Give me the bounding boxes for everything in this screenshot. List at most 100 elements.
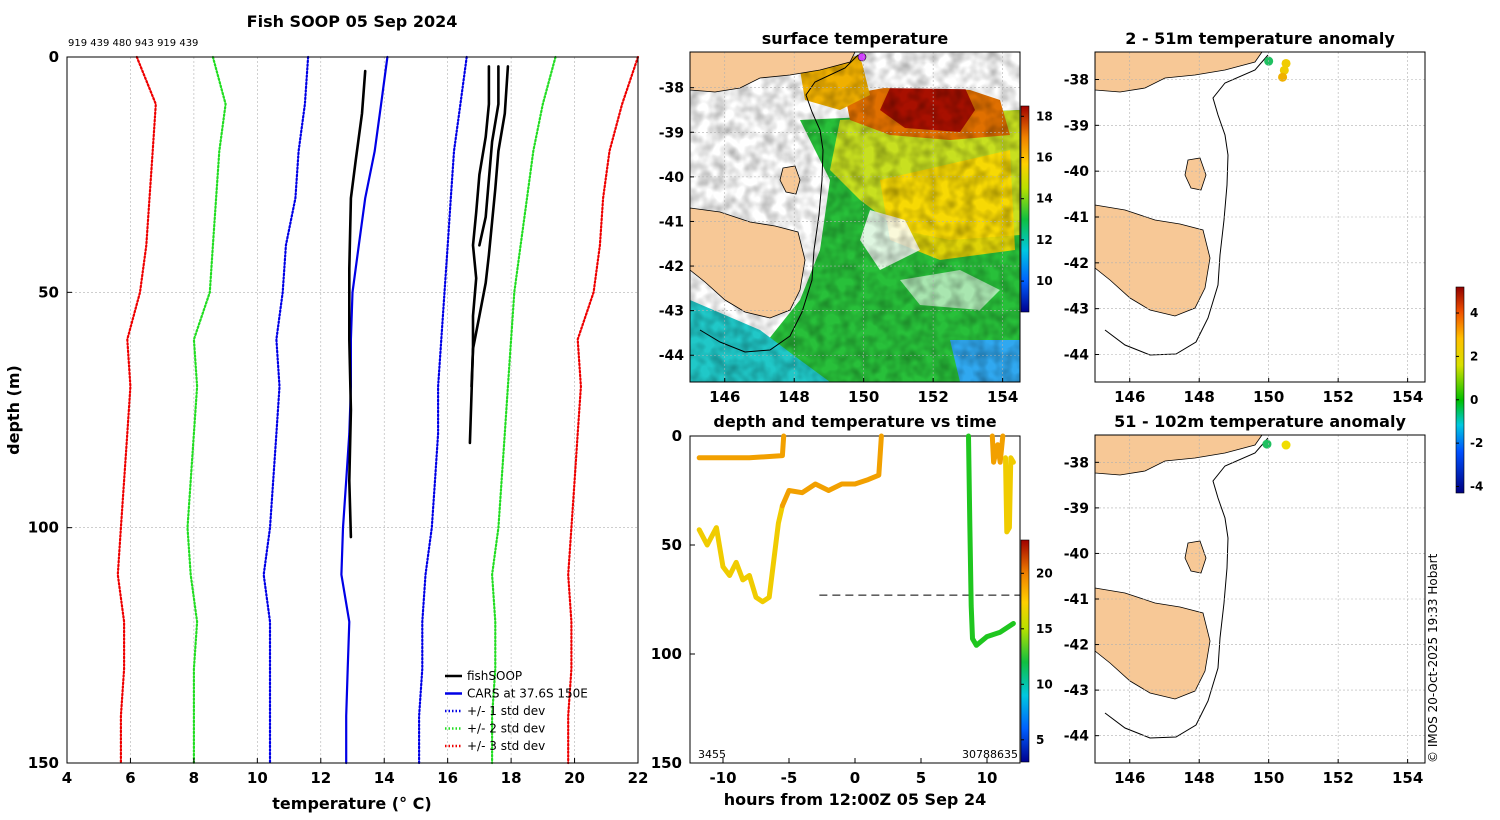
anomaly-upper-y-tick-label: -38 bbox=[1064, 73, 1089, 89]
anomaly-upper-x-tick-label: 154 bbox=[1392, 388, 1423, 406]
sst-y-ticks: -38 -39 -40 -41 -42 -43 -44 bbox=[659, 81, 694, 364]
anomaly-upper-point bbox=[1278, 72, 1288, 82]
sst-colorbar bbox=[1020, 105, 1030, 313]
profile-x-tick-label: 14 bbox=[374, 769, 395, 787]
profile-axes-box bbox=[66, 56, 639, 764]
anomaly-lower-grid bbox=[1095, 435, 1425, 763]
depth-time-x-tick-label: -10 bbox=[709, 769, 736, 787]
depth-time-colorbar-tick-label: 10 bbox=[1036, 677, 1053, 691]
depth-time-series-line bbox=[696, 433, 787, 461]
sst-y-tick-label: -43 bbox=[659, 304, 684, 320]
depth-time-y-tick-label: 0 bbox=[672, 427, 682, 445]
profile-y-ticks: 0 50 100 150 bbox=[28, 48, 72, 772]
anomaly-colorbar bbox=[1455, 286, 1465, 494]
sst-y-tick-label: -44 bbox=[659, 348, 685, 364]
anomaly-upper-point bbox=[1281, 58, 1291, 68]
anomaly-upper-y-tick-label: -42 bbox=[1064, 256, 1089, 272]
depth-time-series-line bbox=[696, 503, 785, 605]
profile-x-tick-label: 20 bbox=[564, 769, 585, 787]
anomaly-lower-panel: 51 - 102m temperature anomaly 146 148 150 1… bbox=[1064, 412, 1426, 787]
profile-series-line bbox=[478, 65, 500, 247]
anomaly-colorbar-ticks: 4 2 0 -2 -4 bbox=[1456, 306, 1483, 493]
depth-time-x-tick-label: 10 bbox=[977, 769, 998, 787]
anomaly-upper-y-tick-label: -41 bbox=[1064, 210, 1089, 226]
profile-series-line bbox=[468, 65, 510, 445]
sst-x-tick-label: 146 bbox=[709, 388, 740, 406]
depth-time-colorbar-tick-label: 15 bbox=[1036, 622, 1053, 636]
depth-time-colorbar-tick-label: 20 bbox=[1036, 566, 1053, 580]
profile-panel: Fish SOOP 05 Sep 2024 919 439 480 943 91… bbox=[4, 12, 648, 813]
profile-x-tick-label: 10 bbox=[247, 769, 268, 787]
anomaly-colorbar-tick-label: -4 bbox=[1470, 479, 1483, 493]
anomaly-upper-point bbox=[1279, 65, 1289, 75]
profile-series-line bbox=[186, 55, 227, 765]
profile-series-line bbox=[116, 55, 157, 765]
depth-time-title: depth and temperature vs time bbox=[713, 412, 996, 431]
anomaly-colorbar-tick-label: -2 bbox=[1470, 436, 1483, 450]
profile-subtitle: 919 439 480 943 919 439 bbox=[68, 38, 198, 49]
sst-axes-box bbox=[689, 51, 1021, 383]
profile-x-tick-label: 8 bbox=[189, 769, 199, 787]
legend-label: +/- 2 std dev bbox=[467, 722, 545, 736]
sst-colorbar-ticks: 10 12 14 16 18 bbox=[1021, 109, 1053, 288]
profile-x-tick-label: 18 bbox=[501, 769, 522, 787]
sst-colorbar-tick-label: 16 bbox=[1036, 151, 1053, 165]
sst-land bbox=[690, 52, 856, 319]
sst-colorbar-tick-label: 14 bbox=[1036, 192, 1053, 206]
profile-x-tick-label: 12 bbox=[310, 769, 331, 787]
sst-grid bbox=[690, 52, 1020, 382]
profile-y-tick-label: 100 bbox=[28, 519, 59, 537]
depth-time-series bbox=[696, 433, 1020, 648]
anomaly-lower-x-tick-label: 148 bbox=[1184, 769, 1215, 787]
anomaly-upper-y-tick-label: -40 bbox=[1064, 164, 1090, 180]
sst-x-ticks: 146 148 150 152 154 bbox=[709, 378, 1018, 406]
depth-time-corner-left: 3455 bbox=[698, 748, 726, 761]
sst-y-tick-label: -41 bbox=[659, 214, 684, 230]
depth-time-x-label: hours from 12:00Z 05 Sep 24 bbox=[724, 790, 986, 809]
anomaly-upper-x-tick-label: 148 bbox=[1184, 388, 1215, 406]
depth-time-y-ticks: 0 50 100 150 bbox=[651, 427, 695, 772]
anomaly-lower-points bbox=[1262, 439, 1291, 450]
profile-x-label: temperature (° C) bbox=[272, 794, 431, 813]
profile-x-tick-label: 16 bbox=[437, 769, 458, 787]
profile-x-ticks: 4 6 8 10 12 14 16 18 20 22 bbox=[62, 758, 649, 787]
anomaly-lower-x-tick-label: 152 bbox=[1323, 769, 1354, 787]
legend-label: CARS at 37.6S 150E bbox=[467, 687, 588, 701]
sst-colorbar-tick-label: 18 bbox=[1036, 109, 1053, 123]
anomaly-lower-y-tick-label: -39 bbox=[1064, 501, 1089, 517]
anomaly-colorbar-tick-label: 0 bbox=[1470, 393, 1478, 407]
anomaly-colorbar-tick-label: 4 bbox=[1470, 306, 1478, 320]
sst-y-tick-label: -40 bbox=[659, 170, 685, 186]
anomaly-upper-x-ticks: 146 148 150 152 154 bbox=[1114, 378, 1423, 406]
profile-y-tick-label: 50 bbox=[38, 283, 59, 301]
sst-title: surface temperature bbox=[762, 29, 949, 48]
sst-colorbar-tick-label: 10 bbox=[1036, 274, 1053, 288]
anomaly-lower-point bbox=[1281, 440, 1291, 450]
anomaly-lower-map bbox=[1095, 435, 1425, 763]
depth-time-series-line bbox=[966, 433, 1016, 648]
depth-time-colorbar bbox=[1020, 539, 1030, 763]
anomaly-upper-x-tick-label: 150 bbox=[1253, 388, 1284, 406]
anomaly-upper-y-tick-label: -44 bbox=[1064, 348, 1090, 364]
anomaly-lower-y-tick-label: -40 bbox=[1064, 546, 1090, 562]
anomaly-upper-title: 2 - 51m temperature anomaly bbox=[1125, 29, 1395, 48]
profile-series-line bbox=[262, 55, 310, 765]
sst-y-tick-label: -38 bbox=[659, 81, 684, 97]
depth-time-colorbar-ticks: 5 10 15 20 bbox=[1021, 566, 1053, 747]
sst-field bbox=[690, 52, 1020, 382]
depth-time-y-tick-label: 100 bbox=[651, 645, 682, 663]
profile-series-line bbox=[418, 55, 468, 765]
profile-y-label: depth (m) bbox=[4, 365, 23, 455]
anomaly-lower-y-tick-label: -44 bbox=[1064, 729, 1090, 745]
profile-legend: fishSOOP CARS at 37.6S 150E +/- 1 std dev +… bbox=[445, 669, 588, 753]
anomaly-lower-y-tick-label: -41 bbox=[1064, 592, 1089, 608]
profile-y-tick-label: 0 bbox=[49, 48, 59, 66]
profile-x-tick-label: 22 bbox=[628, 769, 649, 787]
depth-time-x-tick-label: 0 bbox=[850, 769, 860, 787]
sst-x-tick-label: 152 bbox=[918, 388, 949, 406]
depth-time-y-tick-label: 150 bbox=[651, 754, 682, 772]
sst-y-tick-label: -42 bbox=[659, 259, 684, 275]
anomaly-lower-x-tick-label: 150 bbox=[1253, 769, 1284, 787]
anomaly-lower-x-tick-label: 154 bbox=[1392, 769, 1423, 787]
